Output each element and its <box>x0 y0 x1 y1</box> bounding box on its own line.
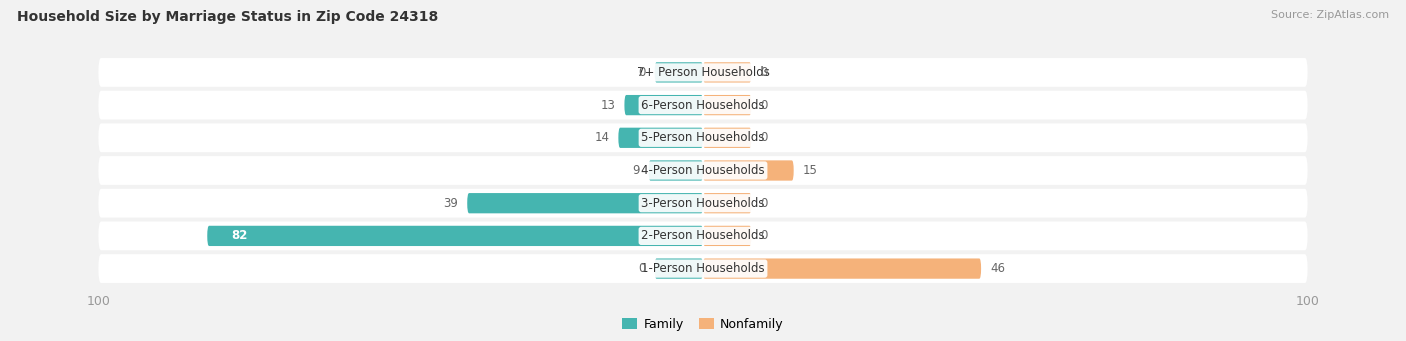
FancyBboxPatch shape <box>98 254 1308 283</box>
FancyBboxPatch shape <box>98 222 1308 250</box>
FancyBboxPatch shape <box>655 62 703 83</box>
Text: 3-Person Households: 3-Person Households <box>641 197 765 210</box>
Text: Household Size by Marriage Status in Zip Code 24318: Household Size by Marriage Status in Zip… <box>17 10 439 24</box>
Text: 0: 0 <box>761 131 768 144</box>
Legend: Family, Nonfamily: Family, Nonfamily <box>617 313 789 336</box>
Text: 4-Person Households: 4-Person Households <box>641 164 765 177</box>
FancyBboxPatch shape <box>98 189 1308 218</box>
Text: 15: 15 <box>803 164 818 177</box>
Text: 0: 0 <box>761 66 768 79</box>
Text: 2-Person Households: 2-Person Households <box>641 229 765 242</box>
Text: 0: 0 <box>761 99 768 112</box>
Text: 0: 0 <box>638 262 645 275</box>
Text: 0: 0 <box>761 197 768 210</box>
Text: 82: 82 <box>232 229 247 242</box>
FancyBboxPatch shape <box>655 258 703 279</box>
Text: 5-Person Households: 5-Person Households <box>641 131 765 144</box>
Text: 13: 13 <box>600 99 616 112</box>
FancyBboxPatch shape <box>98 91 1308 119</box>
FancyBboxPatch shape <box>467 193 703 213</box>
Text: 39: 39 <box>443 197 458 210</box>
FancyBboxPatch shape <box>207 226 703 246</box>
FancyBboxPatch shape <box>703 95 751 115</box>
FancyBboxPatch shape <box>98 156 1308 185</box>
FancyBboxPatch shape <box>703 193 751 213</box>
FancyBboxPatch shape <box>703 62 751 83</box>
Text: 0: 0 <box>761 229 768 242</box>
Text: 0: 0 <box>638 66 645 79</box>
FancyBboxPatch shape <box>624 95 703 115</box>
Text: 6-Person Households: 6-Person Households <box>641 99 765 112</box>
FancyBboxPatch shape <box>703 258 981 279</box>
Text: 7+ Person Households: 7+ Person Households <box>637 66 769 79</box>
Text: 9: 9 <box>633 164 640 177</box>
FancyBboxPatch shape <box>703 226 751 246</box>
FancyBboxPatch shape <box>98 58 1308 87</box>
Text: 46: 46 <box>990 262 1005 275</box>
FancyBboxPatch shape <box>703 128 751 148</box>
Text: 14: 14 <box>595 131 609 144</box>
FancyBboxPatch shape <box>703 160 793 181</box>
Text: Source: ZipAtlas.com: Source: ZipAtlas.com <box>1271 10 1389 20</box>
FancyBboxPatch shape <box>648 160 703 181</box>
Text: 1-Person Households: 1-Person Households <box>641 262 765 275</box>
FancyBboxPatch shape <box>619 128 703 148</box>
FancyBboxPatch shape <box>98 123 1308 152</box>
